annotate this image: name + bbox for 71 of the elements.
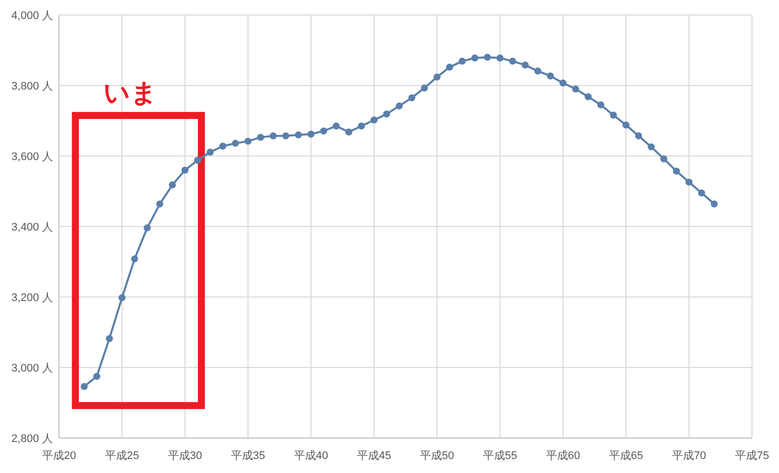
point — [194, 156, 202, 164]
point — [660, 155, 668, 162]
point — [408, 94, 416, 102]
y-tick-label: 4,000 人 — [11, 10, 53, 22]
y-tick-label: 3,200 人 — [11, 292, 53, 304]
x-tick-label: 平成55 — [482, 449, 518, 462]
point — [168, 181, 176, 188]
point — [509, 58, 516, 65]
point — [206, 148, 214, 156]
point — [257, 134, 264, 141]
point — [672, 168, 680, 175]
point — [93, 372, 100, 380]
point — [420, 84, 428, 92]
point — [182, 166, 188, 174]
x-tick-label: 平成50 — [420, 449, 454, 462]
point — [522, 62, 529, 69]
annotation: いま — [103, 77, 158, 108]
point — [244, 138, 252, 145]
point — [219, 142, 226, 150]
point — [106, 335, 113, 342]
point — [686, 178, 692, 186]
x-tick-label: 平成25 — [104, 449, 140, 462]
y-tick-label: 2,800 人 — [11, 433, 53, 445]
point — [458, 58, 466, 65]
point — [308, 130, 314, 138]
x-tick-label: 平成30 — [168, 449, 202, 462]
point — [332, 122, 340, 130]
point — [144, 224, 151, 232]
point — [648, 143, 655, 150]
point — [270, 132, 277, 140]
point — [584, 93, 592, 100]
point — [383, 110, 390, 118]
point — [118, 294, 126, 302]
x-tick-label: 平成65 — [608, 449, 644, 462]
x-tick-label: 平成20 — [42, 449, 76, 462]
point — [320, 127, 328, 134]
point — [396, 102, 403, 110]
y-tick-label: 3,000 人 — [11, 362, 53, 374]
point — [698, 190, 706, 197]
point — [560, 80, 566, 87]
point — [484, 54, 491, 61]
x-tick-label: 平成75 — [734, 449, 770, 462]
point — [434, 74, 440, 81]
x-tick-label: 平成70 — [672, 449, 706, 462]
point — [345, 128, 352, 136]
x-tick-label: 平成40 — [294, 449, 328, 462]
point — [597, 101, 604, 108]
point — [471, 54, 478, 62]
point — [131, 255, 138, 262]
x-tick-label: 平成35 — [230, 449, 266, 462]
point — [358, 122, 365, 130]
point — [572, 86, 580, 93]
point — [232, 140, 239, 147]
point — [282, 132, 290, 140]
y-tick-label: 3,600 人 — [11, 151, 53, 163]
point — [156, 200, 164, 208]
point — [370, 116, 378, 124]
point — [546, 72, 554, 80]
point — [446, 64, 454, 71]
point — [710, 200, 718, 208]
point — [534, 68, 542, 75]
point — [622, 121, 630, 128]
y-tick-label: 3,400 人 — [11, 222, 53, 234]
point — [294, 131, 302, 138]
x-tick-label: 平成45 — [356, 449, 392, 462]
x-tick-label: 平成60 — [546, 449, 580, 462]
y-tick-label: 3,800 人 — [11, 80, 53, 92]
point — [80, 383, 88, 390]
point — [496, 54, 504, 62]
point — [610, 112, 617, 119]
point — [635, 132, 642, 140]
